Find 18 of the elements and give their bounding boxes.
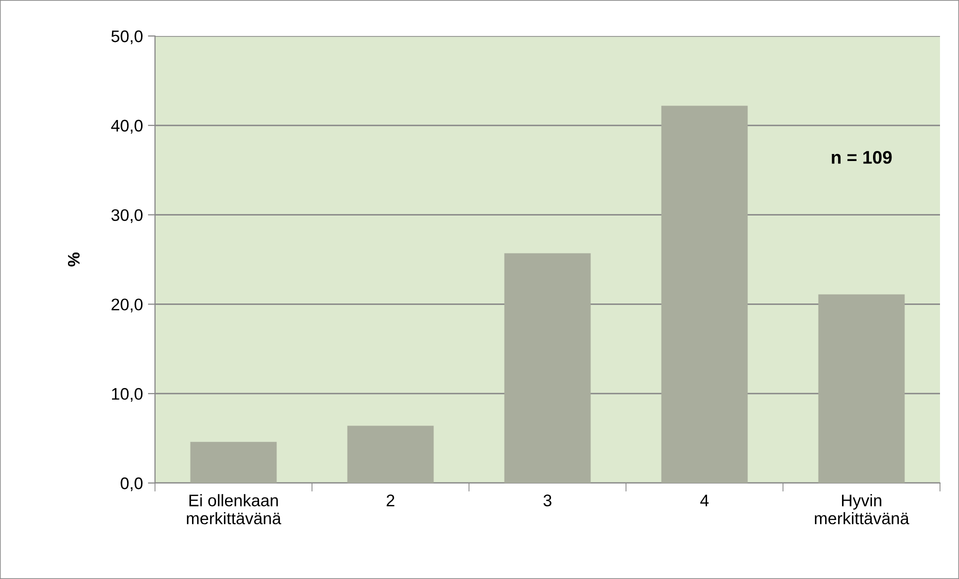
y-axis-title: % (68, 252, 80, 266)
x-tick-label: 4 (700, 494, 709, 506)
bar (347, 426, 434, 483)
y-tick-label: 40,0 (111, 120, 143, 134)
bar (661, 106, 748, 483)
bar (818, 294, 905, 483)
x-tick-label: 2 (386, 494, 394, 506)
bar (504, 253, 591, 483)
y-tick-label: 20,0 (112, 298, 143, 312)
x-tick-label: Hyvin merkittävänä (814, 494, 910, 524)
y-tick-label: 0,0 (120, 477, 143, 492)
annotation: n = 109 (832, 150, 892, 164)
x-tick-label: Ei ollenkaan merkittävänä (186, 494, 282, 524)
y-tick-label: 10,0 (112, 388, 143, 402)
bar (190, 442, 277, 483)
y-tick-label: 50,0 (111, 30, 143, 44)
y-tick-label: 30,0 (111, 209, 143, 223)
x-tick-label: 3 (544, 494, 552, 506)
